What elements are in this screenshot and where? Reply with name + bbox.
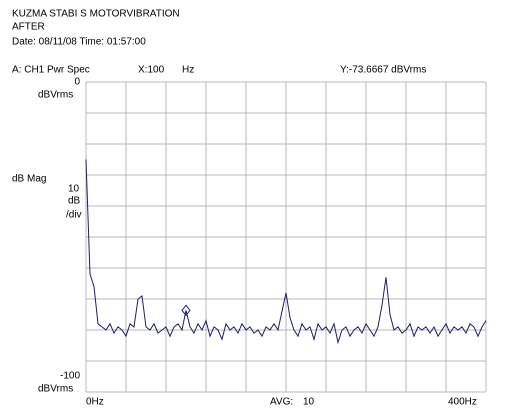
- x-readout: X:100: [138, 65, 165, 76]
- y-unit: dBVrms: [38, 90, 73, 101]
- y-tick-label: -100: [60, 371, 80, 382]
- scale-per: /div: [66, 210, 82, 221]
- x-unit: Hz: [182, 65, 194, 76]
- scale-unit: dB: [68, 196, 81, 207]
- y-axis-label: dB Mag: [12, 174, 46, 185]
- y-readout: Y:-73.6667 dBVrms: [340, 65, 426, 76]
- x-tick-label: 400Hz: [448, 397, 477, 408]
- title: KUZMA STABI S MOTORVIBRATION: [12, 9, 180, 20]
- trace: [85, 159, 487, 345]
- avg-value: 10: [303, 397, 315, 408]
- marker: [181, 304, 191, 317]
- scale-value: 10: [68, 184, 80, 195]
- y-tick-label: 0: [74, 77, 80, 88]
- subtitle: AFTER: [12, 22, 45, 33]
- y-unit: dBVrms: [38, 384, 73, 395]
- datetime: Date: 08/11/08 Time: 01:57:00: [12, 37, 146, 48]
- channel: A: CH1 Pwr Spec: [12, 65, 90, 76]
- avg-label: AVG:: [270, 397, 293, 408]
- x-tick-label: 0Hz: [86, 397, 104, 408]
